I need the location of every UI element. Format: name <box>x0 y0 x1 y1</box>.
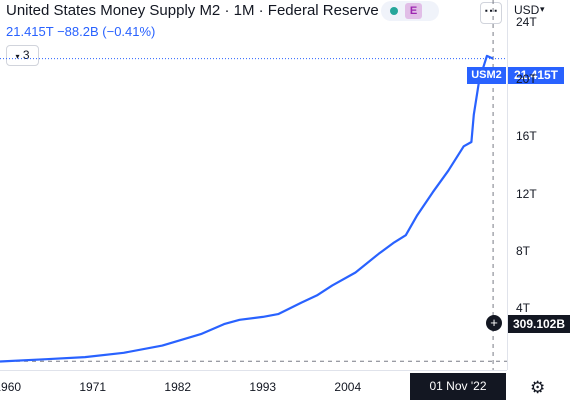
x-tick-label: 1971 <box>79 380 107 394</box>
series-symbol-tag: USM2 <box>467 67 506 84</box>
status-pill[interactable]: E <box>381 1 439 21</box>
gear-icon[interactable]: ⚙ <box>530 378 546 397</box>
crosshair-date-tag: 01 Nov '22 <box>410 373 506 400</box>
y-tick-label: 4T <box>516 301 531 316</box>
market-status-dot-icon <box>390 7 398 15</box>
y-tick-label: 16T <box>516 129 537 144</box>
add-plus-icon[interactable]: + <box>486 315 502 331</box>
x-tick-label: 1993 <box>249 380 277 394</box>
y-tick-label: 20T <box>516 71 537 86</box>
x-tick-label: 1982 <box>164 380 192 394</box>
last-value: 21.415T <box>6 24 54 39</box>
y-tick-label: 24T <box>516 14 537 29</box>
x-tick-label: 2004 <box>334 380 362 394</box>
series-line-usm2 <box>0 54 494 363</box>
currency-chevron-down-icon[interactable]: ▾ <box>540 4 545 14</box>
collapse-indicators-button[interactable]: ▾ 3 <box>6 45 39 66</box>
last-price-tag: 21.415T <box>508 67 564 84</box>
more-options-button[interactable]: ⋯ <box>480 2 502 24</box>
indicator-count: 3 <box>22 48 30 62</box>
y-tick-label: 12T <box>516 186 537 201</box>
change-value: −88.2B (−0.41%) <box>57 24 156 39</box>
crosshair-price-tag: 309.102B <box>508 315 570 333</box>
x-tick-label: 1960 <box>0 380 22 394</box>
chart-title: United States Money Supply M2 · 1M · Fed… <box>6 2 379 19</box>
price-axis-divider <box>507 0 508 370</box>
value-line: 21.415T −88.2B (−0.41%) <box>6 24 155 39</box>
chevron-down-icon: ▾ <box>15 52 20 61</box>
currency-selector[interactable]: USD <box>514 3 540 17</box>
y-tick-label: 8T <box>516 243 531 258</box>
earnings-badge[interactable]: E <box>405 3 422 19</box>
time-axis-divider <box>0 370 507 371</box>
